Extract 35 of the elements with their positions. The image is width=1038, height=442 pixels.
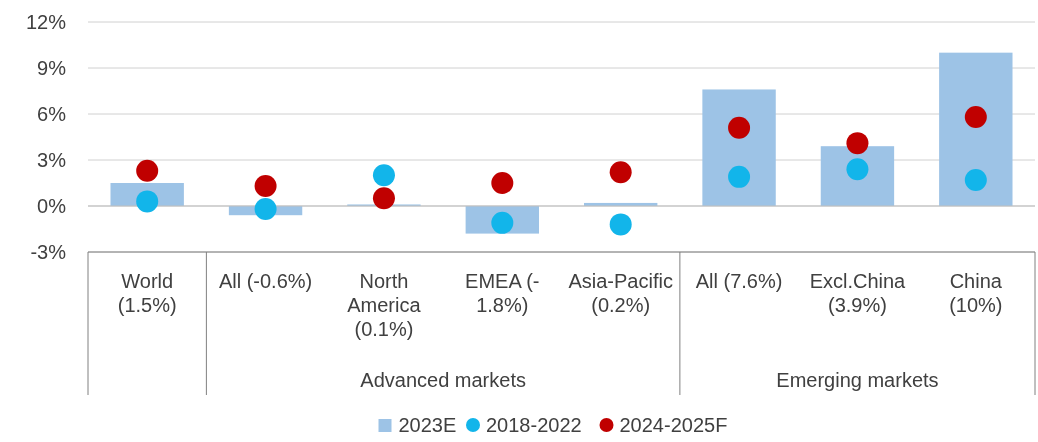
point xyxy=(964,106,987,129)
legend-label: 2024-2025F xyxy=(619,414,728,436)
point xyxy=(136,159,159,182)
point xyxy=(254,198,277,221)
point xyxy=(728,165,751,188)
x-tick-label: All (-0.6%) xyxy=(218,270,313,292)
y-tick-label: 9% xyxy=(37,57,67,79)
x-tick-label: All (7.6%) xyxy=(695,270,783,292)
bar xyxy=(702,89,776,206)
point xyxy=(491,172,514,194)
x-tick-label: China (10%) xyxy=(949,270,1003,316)
legend-label: 2023E xyxy=(398,414,457,436)
text: Emerging markets xyxy=(776,369,939,391)
x-tick-label: North America (0.1%) xyxy=(347,270,422,340)
legend-label: 2018-2022 xyxy=(486,414,582,436)
y-tick-label: 6% xyxy=(37,103,67,125)
x-tick-label: Excl.China (3.9%) xyxy=(809,270,907,316)
y-tick-label: 3% xyxy=(37,149,67,171)
point xyxy=(609,213,632,236)
point xyxy=(609,161,632,184)
point xyxy=(846,132,869,155)
point xyxy=(372,187,395,210)
y-tick-label: -3% xyxy=(30,241,67,263)
point xyxy=(372,164,395,187)
y-tick-label: 0% xyxy=(37,195,67,217)
y-tick-label: 12% xyxy=(25,11,67,33)
point xyxy=(728,116,751,139)
x-tick-label: EMEA (- 1.8%) xyxy=(465,270,540,316)
bar xyxy=(939,52,1013,206)
x-tick-label: World (1.5%) xyxy=(117,270,177,316)
point xyxy=(254,175,277,198)
point xyxy=(964,168,987,191)
x-tick-label: Asia-Pacific (0.2%) xyxy=(568,270,673,316)
text: Advanced markets xyxy=(360,369,526,391)
point xyxy=(136,190,159,213)
